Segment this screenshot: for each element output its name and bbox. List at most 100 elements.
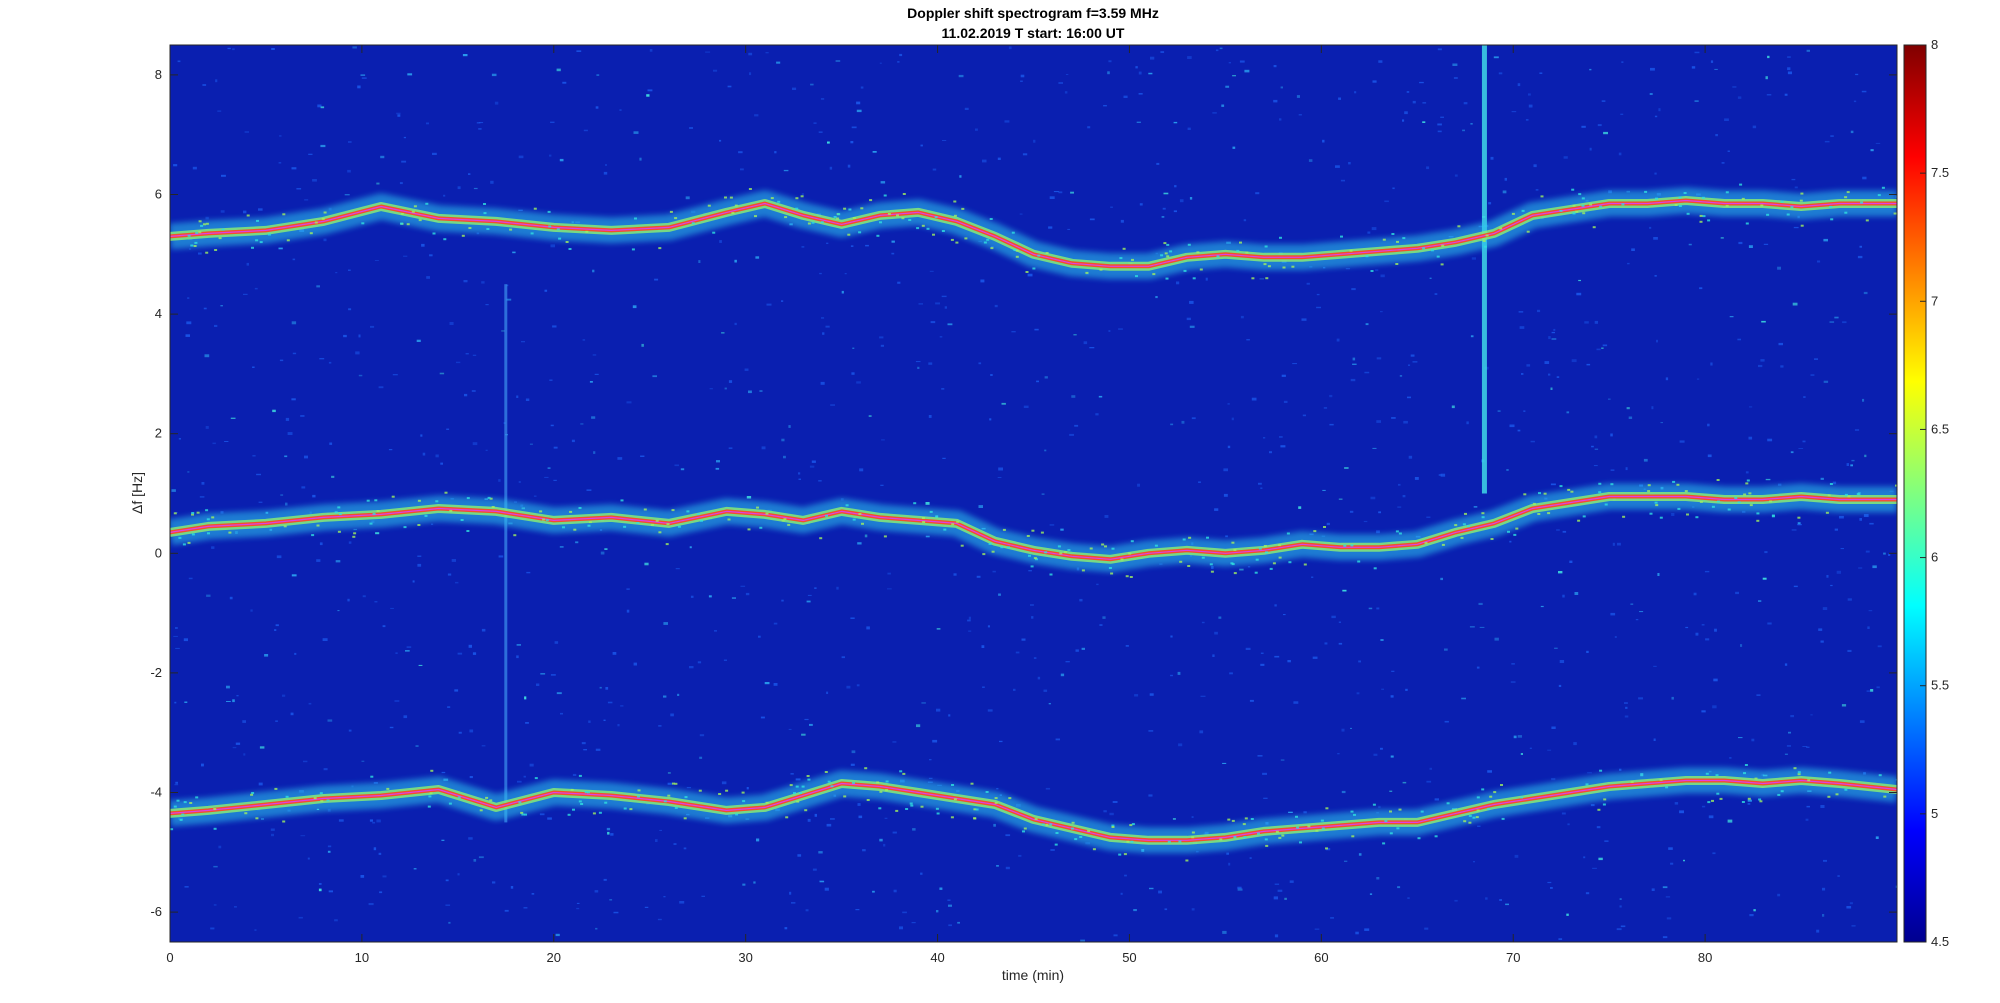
noise-speck xyxy=(1780,365,1784,368)
band-speck xyxy=(951,523,955,526)
noise-speck xyxy=(1322,489,1326,491)
noise-speck xyxy=(1302,414,1306,417)
noise-speck xyxy=(774,151,777,154)
noise-speck xyxy=(1027,273,1033,277)
noise-speck xyxy=(1364,371,1370,374)
band-speck xyxy=(425,202,429,205)
noise-speck xyxy=(835,60,841,62)
band-speck xyxy=(1481,516,1485,519)
noise-speck xyxy=(1850,464,1853,467)
noise-speck xyxy=(1368,607,1373,610)
noise-speck xyxy=(335,272,338,274)
noise-speck xyxy=(1378,805,1381,809)
noise-speck xyxy=(1367,231,1371,234)
band-speck xyxy=(1582,212,1586,215)
band-speck xyxy=(391,495,395,498)
band-speck xyxy=(1126,840,1130,843)
y-axis-label: Δf [Hz] xyxy=(129,472,145,514)
noise-speck xyxy=(1806,49,1810,52)
band-speck xyxy=(545,519,549,522)
noise-speck xyxy=(847,164,851,168)
band-speck xyxy=(282,820,286,823)
band-speck xyxy=(748,188,752,190)
noise-speck xyxy=(1477,825,1481,827)
band-speck xyxy=(1071,821,1075,824)
noise-speck xyxy=(449,322,454,325)
band-speck xyxy=(674,782,678,785)
noise-speck xyxy=(348,308,352,311)
band-speck xyxy=(1844,788,1848,791)
noise-speck xyxy=(320,106,325,109)
band-speck xyxy=(634,217,637,220)
noise-speck xyxy=(1081,647,1085,650)
band-speck xyxy=(1746,479,1750,482)
noise-speck xyxy=(1098,395,1103,398)
noise-speck xyxy=(1540,605,1544,608)
band-speck xyxy=(1325,847,1328,850)
noise-speck xyxy=(432,152,437,155)
band-speck xyxy=(584,791,588,794)
band-speck xyxy=(1067,549,1071,551)
noise-speck xyxy=(626,401,632,404)
band-speck xyxy=(1747,797,1751,800)
noise-speck xyxy=(721,332,725,334)
band-speck xyxy=(1749,504,1753,507)
noise-speck xyxy=(1350,727,1352,729)
band-speck xyxy=(973,817,977,820)
noise-speck xyxy=(1372,80,1377,83)
noise-speck xyxy=(1662,886,1668,889)
noise-speck xyxy=(478,122,484,124)
band-speck xyxy=(509,228,513,231)
band-speck xyxy=(1462,523,1466,526)
noise-speck xyxy=(1763,243,1769,245)
noise-speck xyxy=(583,749,587,751)
noise-speck xyxy=(1715,134,1718,137)
noise-speck xyxy=(1859,518,1862,521)
noise-speck xyxy=(553,479,557,481)
band-speck xyxy=(1756,519,1760,522)
band-speck xyxy=(1468,814,1472,817)
noise-speck xyxy=(1376,530,1380,534)
band-speck xyxy=(852,781,855,784)
noise-speck xyxy=(571,439,575,443)
noise-speck xyxy=(1649,226,1652,229)
y-tick-label: -4 xyxy=(150,785,162,800)
noise-speck xyxy=(851,126,857,129)
noise-speck xyxy=(916,724,921,728)
noise-speck xyxy=(526,571,531,574)
noise-speck xyxy=(294,652,297,655)
band-speck xyxy=(1707,801,1711,804)
noise-speck xyxy=(1340,179,1345,182)
band-speck xyxy=(444,491,448,494)
noise-speck xyxy=(1520,753,1523,755)
noise-speck xyxy=(1391,417,1396,419)
x-tick-label: 60 xyxy=(1314,950,1328,965)
band-speck xyxy=(1183,269,1187,272)
noise-speck xyxy=(740,585,746,587)
noise-speck xyxy=(728,447,733,449)
noise-speck xyxy=(856,109,862,113)
noise-speck xyxy=(1380,311,1383,313)
noise-speck xyxy=(1858,567,1863,569)
noise-speck xyxy=(1306,282,1310,285)
noise-speck xyxy=(1289,880,1294,883)
band-speck xyxy=(1101,543,1105,546)
noise-speck xyxy=(1303,811,1307,814)
band-speck xyxy=(941,230,945,232)
band-speck xyxy=(876,234,880,237)
noise-speck xyxy=(201,482,205,485)
noise-speck xyxy=(942,457,946,459)
noise-speck xyxy=(699,756,703,759)
noise-speck xyxy=(1820,640,1824,643)
band-speck xyxy=(1604,503,1608,506)
noise-speck xyxy=(1519,326,1525,329)
noise-speck xyxy=(851,750,856,754)
noise-speck xyxy=(1160,51,1165,53)
noise-speck xyxy=(856,101,861,105)
noise-speck xyxy=(1875,836,1879,839)
noise-speck xyxy=(1205,277,1208,281)
noise-speck xyxy=(868,415,872,417)
noise-speck xyxy=(663,695,667,698)
noise-speck xyxy=(1200,695,1206,697)
noise-speck xyxy=(1624,702,1628,704)
